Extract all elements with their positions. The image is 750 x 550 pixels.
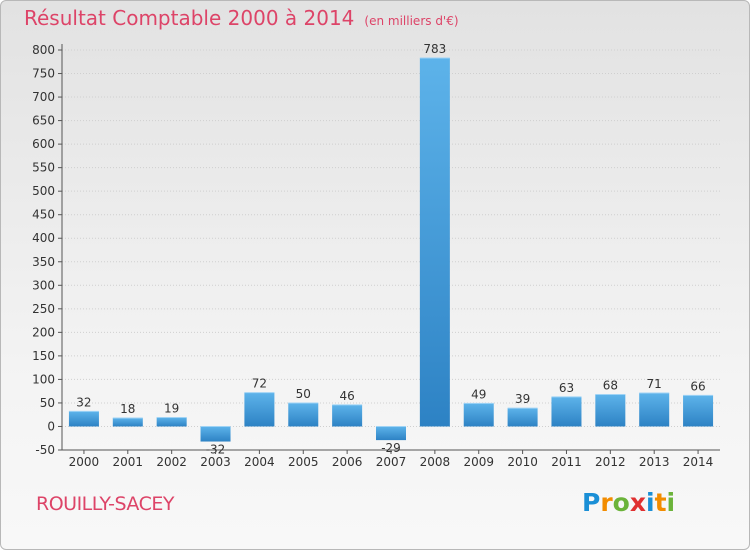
- logo-letter: i: [646, 488, 655, 517]
- bar: [595, 394, 626, 427]
- x-tick-label: 2002: [156, 455, 187, 469]
- x-tick-label: 2005: [288, 455, 319, 469]
- y-tick-label: -50: [35, 443, 55, 457]
- commune-name: ROUILLY-SACEY: [36, 493, 174, 515]
- logo-letter: t: [654, 488, 667, 517]
- bar: [507, 408, 538, 427]
- logo-letter: P: [582, 488, 601, 517]
- chart-title: Résultat Comptable 2000 à 2014 (en millie…: [24, 6, 459, 30]
- y-tick-label: 350: [32, 255, 55, 269]
- logo-letter: r: [600, 488, 613, 517]
- y-tick-label: 150: [32, 349, 55, 363]
- y-tick-label: 200: [32, 325, 55, 339]
- x-tick-label: 2011: [551, 455, 582, 469]
- x-tick-label: 2001: [113, 455, 144, 469]
- data-label: 68: [603, 378, 618, 392]
- y-tick-label: 250: [32, 302, 55, 316]
- y-tick-label: 100: [32, 372, 55, 386]
- x-tick-label: 2004: [244, 455, 275, 469]
- y-tick-label: 450: [32, 208, 55, 222]
- bar: [376, 426, 406, 441]
- y-tick-label: 600: [32, 137, 55, 151]
- bar: [639, 393, 670, 427]
- x-tick-label: 2008: [420, 455, 451, 469]
- y-tick-label: 0: [47, 419, 55, 433]
- bar: [463, 403, 494, 427]
- data-label: 19: [164, 402, 179, 416]
- data-label: 71: [647, 377, 662, 391]
- y-tick-label: 550: [32, 161, 55, 175]
- bar: [332, 404, 363, 427]
- x-tick-label: 2003: [200, 455, 231, 469]
- data-label: 783: [423, 42, 446, 56]
- data-label: 46: [339, 389, 354, 403]
- data-label: -29: [381, 441, 401, 455]
- x-tick-label: 2013: [639, 455, 670, 469]
- bar: [112, 418, 143, 427]
- y-tick-label: 750: [32, 67, 55, 81]
- x-tick-label: 2012: [595, 455, 626, 469]
- x-tick-label: 2014: [683, 455, 714, 469]
- bar: [156, 417, 187, 427]
- y-tick-label: 50: [40, 396, 55, 410]
- logo-letter: i: [666, 488, 676, 517]
- x-tick-label: 2006: [332, 455, 363, 469]
- bar: [683, 395, 714, 427]
- bar: [68, 411, 99, 427]
- x-tick-label: 2007: [376, 455, 407, 469]
- title-unit: (en milliers d'€): [364, 14, 459, 28]
- data-label: 49: [471, 387, 486, 401]
- x-tick-label: 2000: [69, 455, 100, 469]
- y-tick-label: 500: [32, 184, 55, 198]
- title-text: Résultat Comptable 2000 à 2014: [24, 6, 355, 30]
- bar: [419, 58, 450, 427]
- bar: [551, 396, 582, 427]
- y-tick-label: 800: [32, 43, 55, 57]
- bar: [200, 426, 231, 442]
- data-label: 50: [296, 387, 311, 401]
- logo-letter: x: [629, 488, 646, 517]
- y-tick-label: 700: [32, 90, 55, 104]
- data-label: 63: [559, 381, 574, 395]
- bar: [288, 402, 319, 427]
- data-label: 39: [515, 392, 530, 406]
- data-label: 18: [120, 402, 135, 416]
- bar: [244, 392, 275, 427]
- data-label: 66: [690, 379, 705, 393]
- logo-letter: o: [612, 488, 630, 517]
- data-label: 32: [76, 395, 91, 409]
- data-label: 72: [252, 377, 267, 391]
- y-tick-label: 400: [32, 231, 55, 245]
- data-label: -32: [206, 443, 226, 457]
- x-tick-label: 2009: [463, 455, 494, 469]
- proxiti-logo: Proxiti: [582, 488, 675, 517]
- y-tick-label: 300: [32, 278, 55, 292]
- x-tick-label: 2010: [507, 455, 538, 469]
- y-tick-label: 650: [32, 114, 55, 128]
